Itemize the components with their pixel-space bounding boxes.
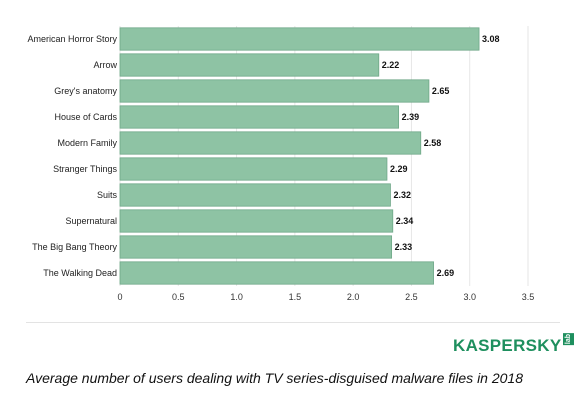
bar — [119, 79, 430, 103]
category-labels: American Horror Story Arrow Grey's anatomy… — [27, 34, 117, 278]
x-tick-label: 3.5 — [522, 292, 535, 302]
category-label: American Horror Story — [27, 34, 117, 44]
category-label: Modern Family — [57, 138, 117, 148]
bar — [119, 209, 394, 233]
value-label: 2.34 — [396, 216, 414, 226]
x-tick-label: 2.0 — [347, 292, 360, 302]
logo-suffix: lab — [562, 332, 574, 345]
category-label: Stranger Things — [53, 164, 117, 174]
bar — [119, 27, 480, 51]
x-tick-label: 2.5 — [405, 292, 418, 302]
x-tick-label: 1.5 — [289, 292, 302, 302]
x-tick-label: 0.5 — [172, 292, 185, 302]
value-label: 2.69 — [437, 268, 455, 278]
value-label: 2.39 — [402, 112, 420, 122]
bar — [119, 105, 400, 129]
bar — [119, 131, 422, 155]
kaspersky-lab-logo: KASPERSKY lab — [453, 332, 574, 356]
x-tick-label: 3.0 — [463, 292, 476, 302]
bar — [119, 157, 388, 181]
category-label: Supernatural — [65, 216, 117, 226]
value-label: 2.33 — [395, 242, 413, 252]
bar — [119, 183, 391, 207]
value-label: 2.29 — [390, 164, 408, 174]
bar-chart: American Horror Story Arrow Grey's anatomy… — [27, 26, 534, 302]
x-axis-tick-labels: 0 0.5 1.0 1.5 2.0 2.5 3.0 3.5 — [117, 292, 534, 302]
bars — [119, 27, 480, 285]
category-label: House of Cards — [54, 112, 117, 122]
bar — [119, 235, 393, 259]
x-tick-label: 1.0 — [230, 292, 243, 302]
bar — [119, 53, 380, 77]
category-label: Arrow — [93, 60, 117, 70]
x-tick-label: 0 — [117, 292, 122, 302]
category-label: Suits — [97, 190, 118, 200]
chart-caption: Average number of users dealing with TV … — [26, 370, 523, 386]
value-label: 2.65 — [432, 86, 450, 96]
value-label: 3.08 — [482, 34, 500, 44]
category-label: Grey's anatomy — [54, 86, 117, 96]
divider-line — [26, 322, 560, 323]
category-label: The Big Bang Theory — [32, 242, 117, 252]
category-label: The Walking Dead — [43, 268, 117, 278]
logo-text: KASPERSKY — [453, 336, 562, 355]
bar — [119, 261, 434, 285]
value-label: 2.58 — [424, 138, 442, 148]
value-label: 2.22 — [382, 60, 400, 70]
value-labels: 3.08 2.22 2.65 2.39 2.58 2.29 2.32 2.34 2.33 2.69 — [382, 34, 500, 278]
value-label: 2.32 — [393, 190, 411, 200]
